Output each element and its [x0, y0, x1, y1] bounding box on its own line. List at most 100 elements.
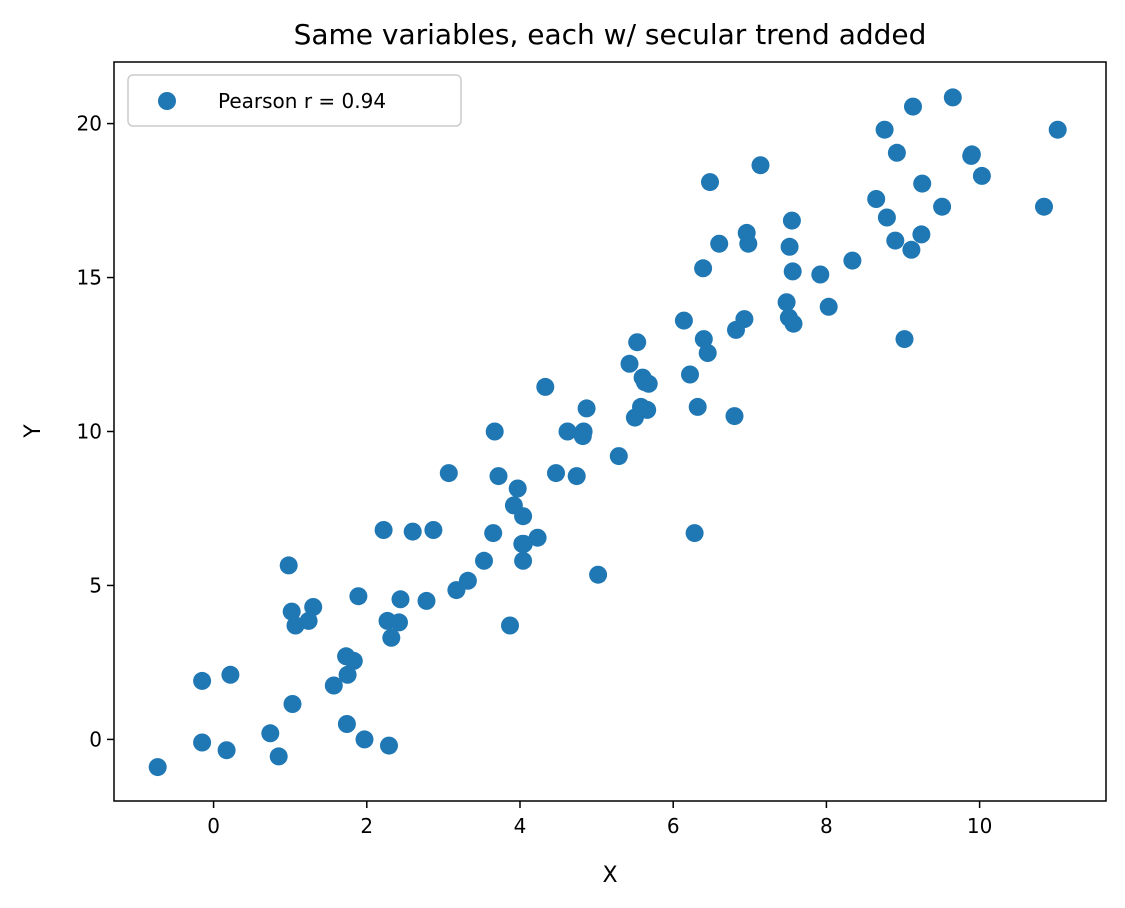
- data-point: [639, 374, 658, 393]
- data-point: [514, 534, 533, 553]
- data-point: [403, 522, 422, 541]
- data-point: [1035, 197, 1053, 216]
- legend: Pearson r = 0.94: [127, 74, 462, 127]
- y-axis-ticks: 0 5 10 15 20: [77, 112, 114, 751]
- data-point: [620, 354, 639, 373]
- data-point: [867, 190, 886, 208]
- data-point: [972, 166, 991, 185]
- data-point: [902, 240, 921, 259]
- data-point: [875, 120, 894, 139]
- y-tick-label: 15: [77, 266, 102, 290]
- data-point: [782, 211, 801, 230]
- data-point: [912, 225, 931, 244]
- data-point: [269, 747, 288, 766]
- data-point: [567, 467, 586, 486]
- data-point: [811, 265, 830, 284]
- data-point: [784, 314, 803, 333]
- data-point: [589, 565, 608, 584]
- data-point: [439, 464, 458, 483]
- data-point: [725, 407, 744, 426]
- data-point: [933, 197, 952, 216]
- data-point: [193, 733, 212, 752]
- data-point: [698, 344, 717, 362]
- data-point: [282, 602, 301, 621]
- x-tick-label: 10: [967, 814, 992, 838]
- data-point: [681, 365, 699, 384]
- data-point: [886, 231, 905, 250]
- data-point: [694, 330, 713, 349]
- x-axis-label: X: [602, 863, 617, 888]
- data-point: [558, 422, 577, 441]
- data-point: [1048, 120, 1067, 139]
- data-point: [819, 297, 838, 316]
- data-point: [735, 310, 754, 329]
- data-point: [148, 758, 167, 777]
- data-point: [783, 262, 802, 281]
- data-point: [751, 156, 770, 175]
- data-point: [338, 665, 357, 684]
- data-point: [344, 651, 363, 670]
- data-point: [337, 715, 356, 733]
- legend-label: Pearson r = 0.94: [218, 89, 386, 113]
- data-point: [380, 736, 398, 755]
- data-point: [485, 422, 504, 441]
- data-point: [424, 521, 443, 539]
- y-tick-label: 10: [77, 420, 102, 444]
- data-point: [701, 173, 719, 192]
- data-point: [577, 399, 596, 418]
- data-point: [913, 174, 932, 193]
- data-point: [221, 665, 240, 684]
- data-point: [638, 400, 657, 419]
- data-points: [148, 88, 1067, 777]
- data-point: [877, 208, 896, 227]
- data-point: [536, 377, 555, 396]
- data-point: [688, 397, 707, 416]
- data-point: [895, 330, 914, 349]
- data-point: [279, 556, 298, 575]
- x-tick-label: 0: [207, 814, 220, 838]
- data-point: [780, 237, 799, 256]
- legend-box: [127, 74, 462, 127]
- data-point: [777, 293, 796, 312]
- data-point: [355, 730, 374, 749]
- data-point: [609, 447, 628, 466]
- data-point: [458, 571, 477, 590]
- data-point: [514, 507, 533, 526]
- data-point: [887, 143, 906, 162]
- data-point: [304, 598, 323, 616]
- legend-marker: [158, 92, 176, 110]
- x-tick-label: 2: [360, 814, 373, 838]
- data-point: [417, 591, 436, 610]
- y-axis-label: Y: [21, 424, 46, 439]
- data-point: [962, 146, 981, 165]
- data-point: [349, 587, 368, 606]
- data-point: [484, 524, 503, 543]
- data-point: [547, 464, 565, 483]
- data-point: [514, 551, 533, 570]
- data-point: [710, 234, 729, 253]
- data-point: [739, 234, 758, 253]
- data-point: [193, 671, 212, 690]
- data-point: [694, 259, 713, 278]
- data-point: [382, 628, 401, 647]
- y-tick-label: 0: [89, 727, 102, 751]
- data-point: [391, 590, 410, 609]
- data-point: [674, 311, 693, 330]
- data-point: [528, 528, 547, 547]
- y-tick-label: 20: [77, 112, 102, 136]
- chart-title: Same variables, each w/ secular trend ad…: [294, 18, 927, 51]
- data-point: [843, 251, 862, 270]
- data-point: [390, 613, 408, 632]
- data-point: [324, 676, 343, 695]
- data-point: [299, 611, 318, 630]
- data-point: [261, 724, 280, 743]
- x-axis-ticks: 0 2 4 6 8 10: [207, 801, 992, 838]
- data-point: [489, 467, 508, 486]
- data-point: [508, 479, 527, 498]
- y-tick-label: 5: [89, 573, 102, 597]
- data-point: [374, 521, 393, 539]
- data-point: [501, 616, 519, 635]
